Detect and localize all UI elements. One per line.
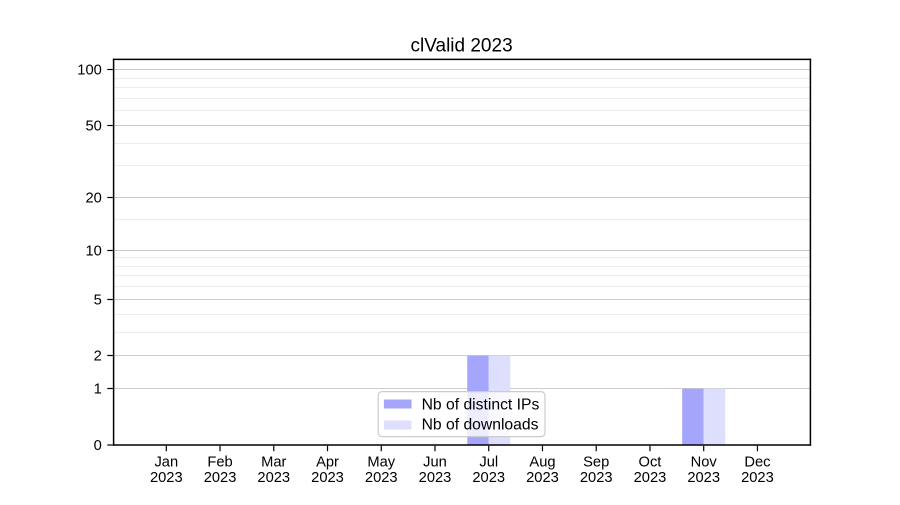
svg-text:Jun: Jun: [423, 455, 447, 471]
svg-text:Apr: Apr: [316, 455, 339, 471]
svg-text:2023: 2023: [580, 470, 613, 486]
svg-text:2023: 2023: [365, 470, 398, 486]
svg-text:10: 10: [85, 244, 101, 260]
svg-text:Sep: Sep: [583, 455, 609, 471]
svg-text:May: May: [367, 455, 395, 471]
svg-text:20: 20: [85, 191, 101, 207]
svg-text:2023: 2023: [257, 470, 290, 486]
svg-text:Nb of downloads: Nb of downloads: [422, 416, 539, 433]
svg-text:100: 100: [77, 63, 102, 79]
svg-text:Feb: Feb: [207, 455, 232, 471]
svg-text:Jan: Jan: [154, 455, 178, 471]
svg-text:Aug: Aug: [529, 455, 555, 471]
svg-text:clValid 2023: clValid 2023: [411, 35, 513, 56]
svg-text:2023: 2023: [472, 470, 505, 486]
svg-text:2023: 2023: [150, 470, 183, 486]
svg-text:5: 5: [94, 293, 102, 309]
svg-text:2023: 2023: [204, 470, 237, 486]
svg-text:Jul: Jul: [479, 455, 498, 471]
svg-text:50: 50: [85, 119, 101, 135]
svg-text:Oct: Oct: [639, 455, 662, 471]
svg-text:0: 0: [94, 438, 102, 454]
svg-text:Mar: Mar: [261, 455, 286, 471]
svg-text:2: 2: [94, 349, 102, 365]
svg-text:2023: 2023: [741, 470, 774, 486]
svg-text:2023: 2023: [311, 470, 344, 486]
svg-text:Dec: Dec: [744, 455, 770, 471]
svg-text:2023: 2023: [634, 470, 667, 486]
svg-text:Nb of distinct IPs: Nb of distinct IPs: [422, 396, 540, 413]
svg-text:2023: 2023: [526, 470, 559, 486]
svg-text:2023: 2023: [419, 470, 452, 486]
svg-text:2023: 2023: [687, 470, 720, 486]
svg-text:Nov: Nov: [691, 455, 718, 471]
svg-text:1: 1: [94, 382, 102, 398]
